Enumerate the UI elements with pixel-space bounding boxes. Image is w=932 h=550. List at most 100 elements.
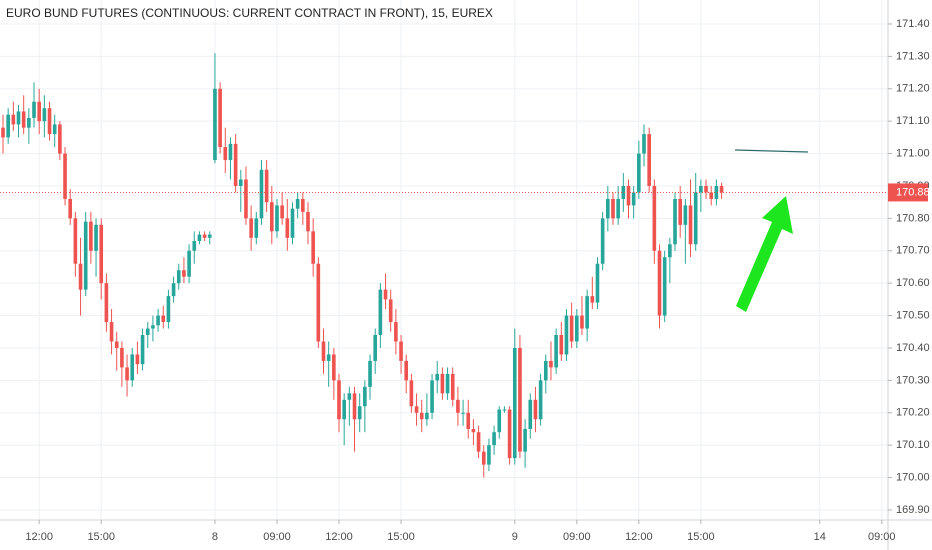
x-tick-label: 15:00 <box>87 531 115 543</box>
candle-body <box>714 185 719 199</box>
candle-body <box>404 360 409 381</box>
candle-body <box>290 208 295 238</box>
candle-body <box>16 111 21 125</box>
candle-body <box>301 198 305 212</box>
candle-body <box>145 328 150 336</box>
candle-body <box>207 234 212 238</box>
candle-body <box>218 88 222 148</box>
candle-body <box>647 134 651 186</box>
candle-body <box>487 445 491 465</box>
candle-body <box>450 373 455 400</box>
candle-body <box>699 185 703 193</box>
candle-body <box>637 153 641 193</box>
x-tick-label: 9 <box>512 531 518 543</box>
x-tick-label: 09:00 <box>868 531 896 543</box>
candle-body <box>352 393 357 420</box>
candle-body <box>497 409 502 433</box>
candle-body <box>280 205 284 219</box>
candle-body <box>585 296 589 329</box>
candle-body <box>631 192 636 206</box>
candle-body <box>321 341 326 361</box>
candle-body <box>678 198 682 225</box>
x-tick-label: 15:00 <box>387 531 415 543</box>
candle-body <box>316 263 321 342</box>
candle-body <box>187 250 191 277</box>
candle-body <box>1 127 5 138</box>
x-tick-label: 12:00 <box>25 531 53 543</box>
candle-body <box>652 185 657 251</box>
candle-body <box>176 270 181 284</box>
candle-body <box>78 263 83 290</box>
x-tick-label: 14 <box>814 531 826 543</box>
candle-body <box>254 218 259 238</box>
candle-body <box>394 322 398 342</box>
candle-body <box>523 428 527 452</box>
candle-body <box>269 202 274 232</box>
candle-body <box>120 347 124 368</box>
candle-body <box>264 169 269 203</box>
candle-body <box>533 399 538 420</box>
candle-body <box>114 341 119 348</box>
x-tick-label: 09:00 <box>263 531 291 543</box>
candle-body <box>238 179 243 186</box>
y-tick-label: 170.10 <box>896 439 930 451</box>
candle-body <box>388 299 393 323</box>
candle-body <box>306 211 310 232</box>
candle-body <box>42 108 47 122</box>
candle-body <box>399 341 403 361</box>
candle-body <box>249 218 253 238</box>
candle-body <box>414 406 419 413</box>
candle-body <box>285 218 290 238</box>
candle-body <box>616 198 620 219</box>
candle-body <box>564 315 569 355</box>
candle-body <box>295 198 300 209</box>
candle-body <box>466 412 471 429</box>
candle-body <box>668 244 672 258</box>
candle-body <box>425 412 429 420</box>
candle-body <box>368 360 372 387</box>
candle-body <box>673 198 677 245</box>
candle-body <box>611 198 615 219</box>
candle-body <box>259 169 264 219</box>
candle-body <box>213 88 217 161</box>
candle-body <box>683 205 688 225</box>
candle-body <box>161 315 166 323</box>
chart-title: EURO BUND FUTURES (CONTINUOUS: CURRENT C… <box>6 6 493 20</box>
candle-body <box>332 354 336 381</box>
candle-body <box>130 354 135 381</box>
y-tick-label: 170.50 <box>896 309 930 321</box>
candle-body <box>135 354 140 365</box>
candle-body <box>140 335 145 365</box>
candle-body <box>502 409 507 411</box>
candle-body <box>642 134 646 154</box>
candle-body <box>471 428 476 433</box>
candle-body <box>337 380 341 420</box>
candle-body <box>419 412 424 420</box>
candle-body <box>182 270 186 277</box>
candle-body <box>554 335 558 368</box>
x-tick-label: 12:00 <box>625 531 653 543</box>
candle-body <box>311 231 315 264</box>
candle-body <box>476 432 481 452</box>
candle-body <box>166 296 171 323</box>
candle-body <box>83 221 88 290</box>
candle-body <box>125 367 129 381</box>
candle-body <box>373 335 378 361</box>
plot <box>1 53 724 478</box>
y-tick-label: 169.90 <box>896 504 930 516</box>
candle-body <box>538 380 543 420</box>
candle-body <box>275 205 279 232</box>
candle-body <box>481 451 486 465</box>
x-tick-label: 09:00 <box>563 531 591 543</box>
candle-body <box>600 218 605 264</box>
candle-body <box>543 360 548 381</box>
candle-body <box>244 179 248 219</box>
candle-body <box>21 111 26 128</box>
candle-body <box>202 234 207 238</box>
candle-body <box>47 108 52 135</box>
x-tick-label: 15:00 <box>687 531 715 543</box>
candle-body <box>569 315 574 342</box>
candle-body <box>326 354 331 361</box>
y-tick-label: 170.00 <box>896 471 930 483</box>
